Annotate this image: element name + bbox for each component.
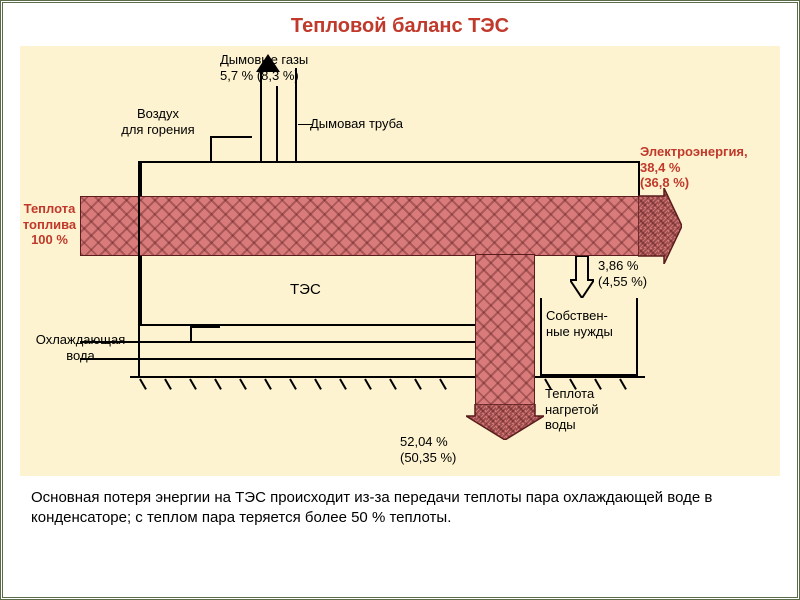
ground-line-right [535,376,645,378]
cooling-water-label: Охлаждающая вода [28,332,133,363]
ground-line [130,376,475,378]
chimney-divider [276,86,278,163]
own-needs-pct-label: 3,86 % (4,55 %) [598,258,658,289]
fuel-heat-flow [80,196,640,256]
tes-label: ТЭС [290,281,321,299]
own-needs-arrow-icon [570,256,594,298]
electricity-label: Электроэнергия, 38,4 % (36,8 %) [640,144,770,191]
left-wall [138,161,140,377]
boiler-top-block [140,161,640,196]
heated-water-pct-label: 52,04 % (50,35 %) [400,434,480,465]
combustion-air-label: Воздух для горения [118,106,198,137]
electricity-arrow-icon [638,188,682,264]
page-title: Тепловой баланс ТЭС [3,3,797,46]
air-inlet [210,136,252,161]
cooling-pipe-entry [190,326,220,341]
heated-water-label: Теплота нагретой воды [545,386,625,433]
heated-water-flow [475,254,535,406]
sankey-diagram: ТЭС Теплота топлива 100 % Воздух для гор… [20,46,780,476]
caption-text: Основная потеря энергии на ТЭС происходи… [3,476,797,529]
chimney-label: Дымовая труба [310,116,430,132]
flue-gas-label: Дымовые газы 5,7 % (8,3 %) [220,52,340,83]
fuel-heat-label: Теплота топлива 100 % [22,201,77,248]
own-needs-label: Собствен- ные нужды [546,308,636,339]
